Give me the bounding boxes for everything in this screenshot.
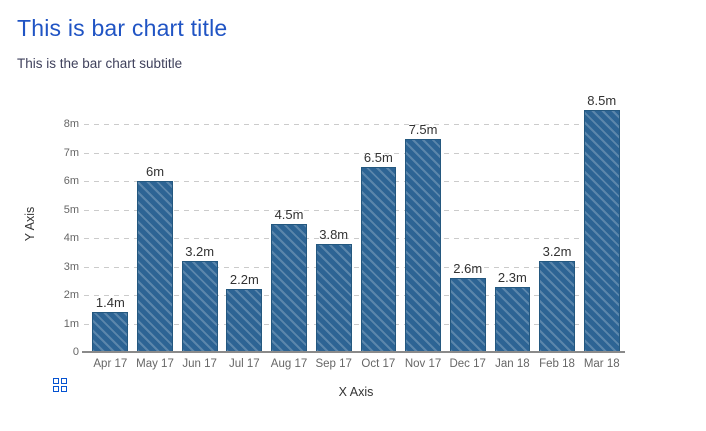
bar-slot: 3.8m xyxy=(311,96,356,352)
bar-value-label: 2.6m xyxy=(453,261,483,276)
y-tick-label: 8m xyxy=(63,118,79,130)
bar-slot: 2.2m xyxy=(222,96,267,352)
bar-sep-17[interactable] xyxy=(315,244,352,352)
gridline xyxy=(84,238,624,239)
bar-slot: 2.6m xyxy=(445,96,490,352)
bar-may-17[interactable] xyxy=(137,181,173,352)
gridline xyxy=(84,324,624,325)
grid-icon[interactable] xyxy=(53,378,67,392)
x-axis-line xyxy=(82,351,625,353)
y-tick-label: 1m xyxy=(63,318,79,330)
gridline xyxy=(84,267,624,268)
gridline xyxy=(84,181,624,182)
bar-value-label: 3.2m xyxy=(185,244,215,259)
x-tick-label: Sep 17 xyxy=(315,358,352,370)
bar-apr-17[interactable] xyxy=(92,312,129,352)
y-tick-label: 0 xyxy=(72,346,79,358)
y-axis-tick-labels: 0 1m 2m 3m 4m 5m 6m 7m 8m xyxy=(0,96,79,358)
gridline xyxy=(84,295,624,296)
bar-slot: 4.5m xyxy=(267,96,312,352)
bar-slot: 3.2m xyxy=(177,96,222,352)
grid-icon-square xyxy=(61,378,67,384)
bar-value-label: 1.4m xyxy=(95,295,125,310)
x-tick-label: May 17 xyxy=(136,358,174,370)
plot-area: 1.4m 6m 3.2m 2.2m 4.5m 3.8m 6.5m 7.5m 2.6m 2.3m 3.… xyxy=(84,93,624,352)
bar-value-label: 6.5m xyxy=(363,150,393,165)
bar-slot: 6m xyxy=(133,96,178,352)
bar-slot: 2.3m xyxy=(490,96,535,352)
x-tick-label: Apr 17 xyxy=(93,358,128,370)
bar-slot: 8.5m xyxy=(579,93,624,352)
bar-feb-18[interactable] xyxy=(539,261,575,352)
bar-chart: Y Axis 0 1m 2m 3m 4m 5m 6m 7m 8m 1.4m 6m 3.2m 2.2m 4… xyxy=(0,93,706,416)
gridline xyxy=(84,210,624,211)
bar-value-label: 2.2m xyxy=(229,272,259,287)
y-tick-label: 7m xyxy=(63,147,79,159)
x-axis-tick-labels: Apr 17 May 17 Jun 17 Jul 17 Aug 17 Sep 17 Oct … xyxy=(88,358,624,370)
bar-jun-17[interactable] xyxy=(181,261,218,352)
bar-value-label: 7.5m xyxy=(408,122,438,137)
bar-jul-17[interactable] xyxy=(226,289,263,352)
x-axis-title: X Axis xyxy=(338,385,374,399)
bar-value-label: 8.5m xyxy=(587,93,617,108)
y-tick-label: 4m xyxy=(63,232,79,244)
x-tick-label: Mar 18 xyxy=(583,358,620,370)
bar-nov-17[interactable] xyxy=(405,139,441,352)
bar-aug-17[interactable] xyxy=(271,224,307,352)
bars-container: 1.4m 6m 3.2m 2.2m 4.5m 3.8m 6.5m 7.5m 2.6m 2.3m 3.… xyxy=(88,93,624,352)
y-tick-label: 3m xyxy=(63,261,79,273)
grid-icon-square xyxy=(53,378,59,384)
y-tick-label: 5m xyxy=(63,204,79,216)
grid-icon-square xyxy=(53,386,59,392)
x-tick-label: Oct 17 xyxy=(361,358,396,370)
chart-title: This is bar chart title xyxy=(17,15,228,41)
x-tick-label: Aug 17 xyxy=(270,358,308,370)
bar-oct-17[interactable] xyxy=(360,167,397,352)
bar-mar-18[interactable] xyxy=(583,110,620,352)
bar-value-label: 3.8m xyxy=(319,227,349,242)
x-tick-label: Jun 17 xyxy=(182,358,217,370)
bar-value-label: 4.5m xyxy=(274,207,304,222)
bar-value-label: 2.3m xyxy=(497,270,527,285)
y-tick-label: 2m xyxy=(63,289,79,301)
x-tick-label: Nov 17 xyxy=(404,358,442,370)
x-tick-label: Jan 18 xyxy=(495,358,530,370)
gridline xyxy=(84,153,624,154)
gridline xyxy=(84,124,624,125)
bar-jan-18[interactable] xyxy=(494,287,531,352)
bar-slot: 3.2m xyxy=(535,96,580,352)
x-tick-label: Feb 18 xyxy=(539,358,575,370)
bar-dec-17[interactable] xyxy=(449,278,486,352)
bar-value-label: 3.2m xyxy=(542,244,572,259)
x-tick-label: Dec 17 xyxy=(449,358,486,370)
bar-value-label: 6m xyxy=(145,164,165,179)
bar-slot: 1.4m xyxy=(88,96,133,352)
bar-slot: 7.5m xyxy=(401,96,446,352)
y-tick-label: 6m xyxy=(63,175,79,187)
chart-subtitle: This is the bar chart subtitle xyxy=(17,56,183,71)
x-tick-label: Jul 17 xyxy=(229,358,260,370)
bar-slot: 6.5m xyxy=(356,96,401,352)
grid-icon-square xyxy=(61,386,67,392)
